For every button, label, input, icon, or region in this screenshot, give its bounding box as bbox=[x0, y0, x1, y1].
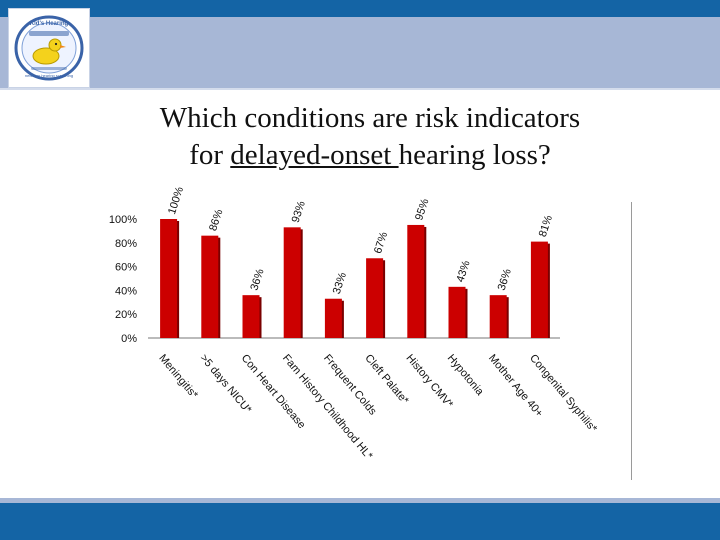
data-label: 81% bbox=[537, 214, 555, 239]
category-label: Meningitis* bbox=[156, 352, 200, 401]
bar bbox=[530, 241, 548, 338]
bar bbox=[448, 286, 466, 338]
title-line-2-end: hearing loss? bbox=[398, 139, 551, 171]
y-tick-label: 40% bbox=[115, 285, 137, 297]
y-tick-label: 0% bbox=[121, 333, 137, 345]
bar bbox=[160, 219, 178, 338]
title-line-2-start: for bbox=[189, 139, 231, 171]
data-label: 43% bbox=[454, 259, 472, 284]
chart-divider bbox=[631, 202, 632, 480]
data-label: 93% bbox=[290, 199, 308, 224]
logo-text-top: Kid's Hearing bbox=[30, 21, 69, 27]
y-tick-label: 20% bbox=[115, 309, 137, 321]
duck-logo-icon: Kid's Hearing newborn hearing screening bbox=[14, 15, 84, 81]
bar bbox=[407, 224, 425, 338]
footer-band bbox=[0, 503, 720, 540]
data-label: 100% bbox=[166, 185, 186, 216]
top-band bbox=[0, 0, 720, 17]
bar bbox=[366, 258, 384, 338]
header-band-edge bbox=[0, 88, 720, 90]
logo-text-bottom: newborn hearing screening bbox=[25, 73, 73, 78]
title-underlined-phrase: delayed-onset bbox=[230, 139, 399, 171]
data-label: 36% bbox=[248, 267, 266, 292]
data-label: 86% bbox=[207, 208, 225, 233]
footer-band-edge bbox=[0, 498, 720, 503]
data-label: 95% bbox=[413, 197, 431, 222]
bar bbox=[283, 227, 301, 338]
data-label: 36% bbox=[496, 267, 514, 292]
y-tick-label: 100% bbox=[109, 214, 137, 226]
bar bbox=[242, 295, 260, 338]
bar bbox=[489, 295, 507, 338]
bar bbox=[201, 235, 219, 338]
title-line-1: Which conditions are risk indicators bbox=[159, 102, 581, 134]
header-band bbox=[0, 17, 720, 88]
category-label: Congenital Syphilis* bbox=[527, 352, 600, 435]
y-tick-label: 80% bbox=[115, 238, 137, 250]
data-label: 67% bbox=[372, 230, 390, 255]
category-label: Hypotonia bbox=[445, 352, 487, 398]
data-label: 33% bbox=[331, 271, 349, 296]
logo: Kid's Hearing newborn hearing screening bbox=[8, 8, 90, 88]
y-tick-label: 60% bbox=[115, 262, 137, 274]
bar bbox=[324, 298, 342, 338]
slide-title: Which conditions are risk indicators for… bbox=[60, 100, 680, 174]
title-line-2: for delayed-onset hearing loss? bbox=[60, 137, 680, 174]
